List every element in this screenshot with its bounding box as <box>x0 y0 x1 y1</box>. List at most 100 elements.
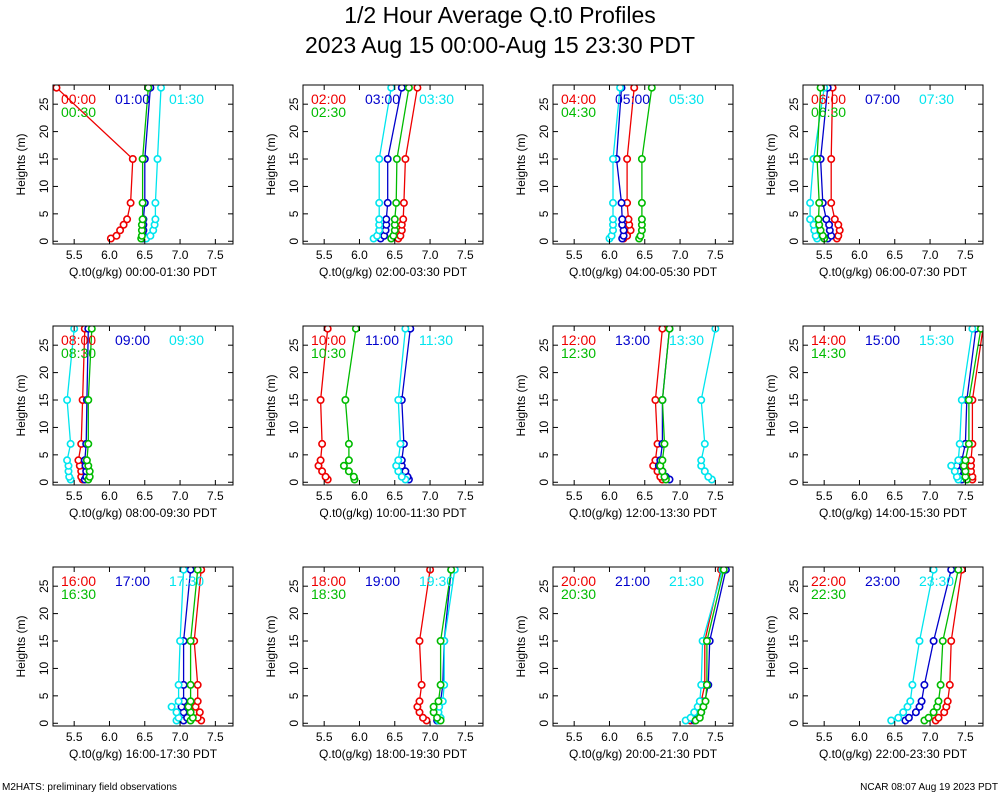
x-tick-label: 5.5 <box>66 489 83 503</box>
y-tick-label: 10 <box>787 420 801 434</box>
data-point <box>929 636 938 645</box>
chart-title: 1/2 Hour Average Q.t0 Profiles <box>344 2 656 28</box>
x-tick-label: 7.0 <box>422 730 439 744</box>
x-tick-label: 6.5 <box>886 248 903 262</box>
y-tick-label: 20 <box>787 125 801 139</box>
legend-label: 22:30 <box>811 586 846 602</box>
x-tick-label: 7.5 <box>957 730 974 744</box>
x-axis-label: Q.t0(g/kg) 14:00-15:30 PDT <box>819 506 968 520</box>
y-tick-label: 15 <box>287 393 301 407</box>
legend-label: 06:30 <box>811 104 846 120</box>
x-tick-label: 6.0 <box>601 248 618 262</box>
series-group <box>605 85 656 243</box>
y-axis-label: Heights (m) <box>264 133 278 195</box>
data-point <box>193 567 202 574</box>
data-point <box>920 680 929 689</box>
data-point <box>908 680 917 689</box>
legend-label: 08:00 <box>61 332 96 348</box>
data-point <box>415 697 424 706</box>
data-point <box>961 456 970 465</box>
data-point <box>397 472 406 481</box>
data-point <box>968 326 977 333</box>
y-tick-label: 0 <box>37 479 51 486</box>
y-tick-label: 10 <box>37 661 51 675</box>
data-point <box>608 215 617 224</box>
y-tick-label: 0 <box>37 238 51 245</box>
x-tick-label: 5.5 <box>566 489 583 503</box>
y-axis-label: Heights (m) <box>14 615 28 677</box>
y-tick-label: 5 <box>287 692 301 699</box>
legend-label: 16:00 <box>61 573 96 589</box>
y-tick-label: 10 <box>287 179 301 193</box>
x-tick-label: 5.5 <box>816 730 833 744</box>
data-point <box>167 702 176 711</box>
data-point <box>899 708 908 717</box>
data-point <box>929 708 938 717</box>
footer-timestamp: NCAR 08:07 Aug 19 2023 PDT <box>860 782 998 793</box>
data-point <box>624 215 633 224</box>
plot-frame <box>52 84 234 245</box>
y-tick-label: 20 <box>787 366 801 380</box>
data-point <box>976 326 983 333</box>
x-tick-label: 6.0 <box>351 248 368 262</box>
x-tick-label: 5.5 <box>816 248 833 262</box>
data-point <box>186 697 195 706</box>
data-point <box>906 697 915 706</box>
x-axis-label: Q.t0(g/kg) 10:00-11:30 PDT <box>319 506 467 520</box>
y-tick-label: 25 <box>287 579 301 593</box>
legend-label: 12:30 <box>561 345 596 361</box>
y-tick-label: 15 <box>537 634 551 648</box>
data-point <box>947 636 956 645</box>
y-tick-label: 0 <box>537 720 551 727</box>
legend-label: 23:30 <box>919 573 954 589</box>
y-tick-label: 15 <box>287 152 301 166</box>
data-point <box>637 215 646 224</box>
x-axis-label: Q.t0(g/kg) 22:00-23:30 PDT <box>819 747 968 761</box>
data-point <box>84 439 93 448</box>
data-point <box>894 713 903 722</box>
data-point <box>63 395 72 404</box>
x-tick-label: 6.0 <box>851 248 868 262</box>
data-point <box>637 198 646 207</box>
data-point <box>417 680 426 689</box>
data-point <box>637 155 646 164</box>
y-axis-label: Heights (m) <box>764 374 778 436</box>
x-tick-label: 5.5 <box>66 248 83 262</box>
x-tick-label: 7.0 <box>672 248 689 262</box>
y-axis-label: Heights (m) <box>264 374 278 436</box>
series-line-1330 <box>700 328 717 481</box>
data-point <box>434 697 443 706</box>
x-tick-label: 7.0 <box>922 730 939 744</box>
data-point <box>392 198 401 207</box>
data-point <box>887 716 896 725</box>
y-tick-label: 10 <box>787 661 801 675</box>
legend-label: 23:00 <box>865 573 900 589</box>
data-point <box>415 636 424 645</box>
y-tick-label: 25 <box>787 338 801 352</box>
x-tick-label: 5.5 <box>816 489 833 503</box>
profile-panel: 5.5 6.0 6.5 7.0 7.5 0 5 10 15 20 25 Q.t0(g/kg) 12:0… <box>514 325 734 520</box>
data-point <box>911 708 920 717</box>
y-tick-label: 0 <box>787 720 801 727</box>
data-point <box>702 680 711 689</box>
legend-label: 01:30 <box>169 91 204 107</box>
y-tick-label: 5 <box>37 451 51 458</box>
data-point <box>938 636 947 645</box>
x-tick-label: 7.5 <box>707 489 724 503</box>
y-tick-label: 5 <box>537 451 551 458</box>
y-axis-label: Heights (m) <box>14 374 28 436</box>
y-tick-label: 25 <box>37 338 51 352</box>
data-point <box>934 713 943 722</box>
y-tick-label: 10 <box>287 420 301 434</box>
data-point <box>955 439 964 448</box>
series-group <box>53 85 165 243</box>
x-axis-label: Q.t0(g/kg) 04:00-05:30 PDT <box>569 265 718 279</box>
plot-frame <box>802 566 984 727</box>
y-tick-label: 10 <box>537 420 551 434</box>
x-tick-label: 6.0 <box>101 248 118 262</box>
y-tick-label: 15 <box>37 393 51 407</box>
data-point <box>390 215 399 224</box>
profile-panel: 5.5 6.0 6.5 7.0 7.5 0 5 10 15 20 25 Q.t0(g/kg) 22:0… <box>764 566 984 761</box>
data-point <box>608 198 617 207</box>
x-tick-label: 6.0 <box>351 730 368 744</box>
